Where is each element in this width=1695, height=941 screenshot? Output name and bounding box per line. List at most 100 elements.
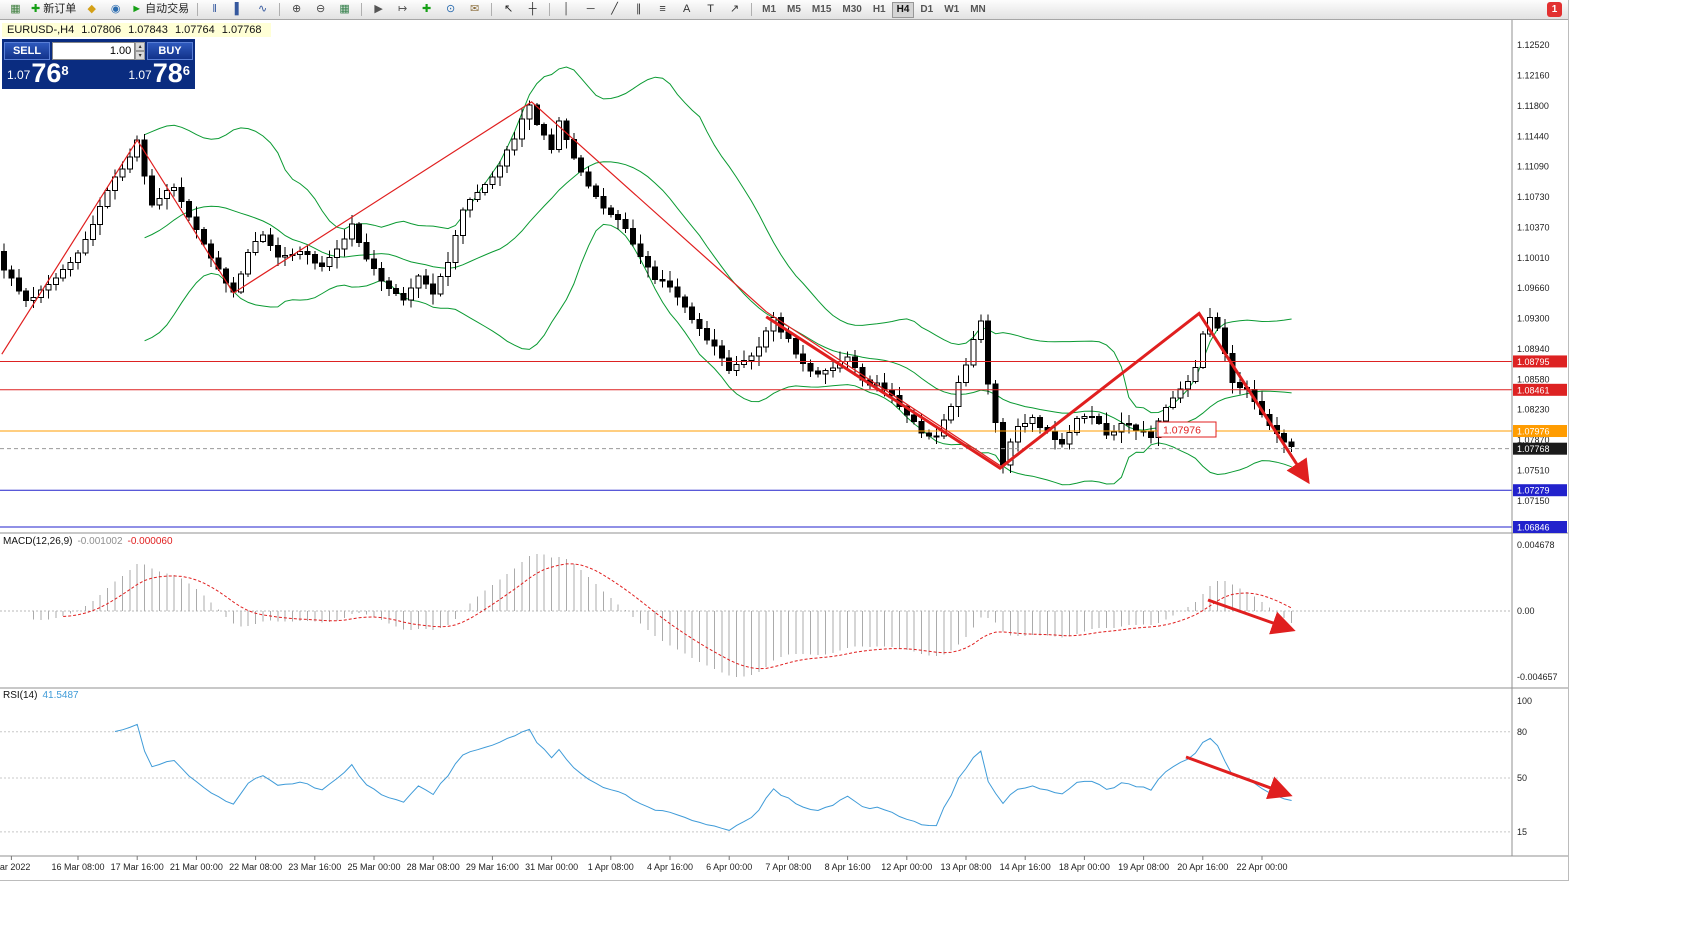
svg-text:4 Apr 16:00: 4 Apr 16:00 <box>647 862 693 872</box>
macd-signal-line <box>63 563 1292 670</box>
horizontal-line-icon[interactable]: ─ <box>586 3 595 15</box>
svg-text:15: 15 <box>1517 827 1527 837</box>
new-order-button[interactable]: ✚ 新订单 <box>31 3 77 15</box>
candles-layer <box>1 100 1295 474</box>
volume-down-button[interactable]: ▾ <box>135 51 145 60</box>
svg-text:1.07279: 1.07279 <box>1517 486 1550 496</box>
panel-borders <box>0 20 1568 857</box>
arrows-icon[interactable]: ↗ <box>730 3 740 15</box>
toolbar-separator <box>549 3 551 16</box>
svg-text:19 Apr 08:00: 19 Apr 08:00 <box>1118 862 1169 872</box>
auto-scroll-icon[interactable]: ▶ <box>374 3 383 15</box>
svg-text:31 Mar 00:00: 31 Mar 00:00 <box>525 862 578 872</box>
autotrading-button[interactable]: ► 自动交易 <box>131 3 190 15</box>
svg-text:22 Apr 00:00: 22 Apr 00:00 <box>1236 862 1287 872</box>
svg-text:1.10730: 1.10730 <box>1517 192 1550 202</box>
svg-text:18 Apr 00:00: 18 Apr 00:00 <box>1059 862 1110 872</box>
macd-histogram <box>33 554 1293 677</box>
svg-text:1 Apr 08:00: 1 Apr 08:00 <box>588 862 634 872</box>
timeframe-h4[interactable]: H4 <box>891 1 915 18</box>
chart-shift-icon[interactable]: ↦ <box>398 3 408 15</box>
svg-text:16 Mar 08:00: 16 Mar 08:00 <box>51 862 104 872</box>
svg-text:8 Apr 16:00: 8 Apr 16:00 <box>825 862 871 872</box>
svg-text:50: 50 <box>1517 773 1527 783</box>
text-icon[interactable]: A <box>682 3 691 15</box>
svg-text:1.07510: 1.07510 <box>1517 466 1550 476</box>
periods-icon[interactable]: ⊙ <box>446 3 456 15</box>
notification-badge[interactable]: 1 <box>1547 2 1562 17</box>
macd-indicator-label: MACD(12,26,9) -0.001002 -0.000060 <box>3 536 173 547</box>
svg-text:13 Apr 08:00: 13 Apr 08:00 <box>940 862 991 872</box>
toolbar: ▦ ✚ 新订单 ◆ ◉ ► 自动交易 ‖ ▌ ∿ ⊕ ⊖ ▦ ▶ ↦ ✚ ⊙ ✉ ↖ ┼ │ ─ ╱ ∥ ≡ A T ↗ M1 M5 M15… <box>0 0 1568 20</box>
line-chart-icon[interactable]: ∿ <box>258 3 268 15</box>
price-callout: 1.07976 <box>1157 421 1217 438</box>
svg-text:7 Apr 08:00: 7 Apr 08:00 <box>765 862 811 872</box>
chart-canvas[interactable]: 1.07976 1.12520 1.12160 1.11800 1.11440 1.110… <box>0 20 1568 878</box>
bar-chart-icon[interactable]: ‖ <box>212 3 217 15</box>
svg-text:1.12160: 1.12160 <box>1517 71 1550 81</box>
open-value: 1.07806 <box>81 24 122 36</box>
volume-input[interactable] <box>52 42 136 60</box>
volume-up-button[interactable]: ▴ <box>135 42 145 51</box>
volume-spinner: ▴ ▾ <box>135 42 145 60</box>
svg-text:0.00: 0.00 <box>1517 606 1535 616</box>
volume-input-wrap: ▴ ▾ <box>52 42 145 60</box>
svg-text:1.12520: 1.12520 <box>1517 40 1550 50</box>
templates-icon[interactable]: ✉ <box>470 3 480 15</box>
svg-text:1.09660: 1.09660 <box>1517 283 1550 293</box>
symbol-period-label: EURUSD-,H4 <box>7 24 75 36</box>
equidistant-channel-icon[interactable]: ∥ <box>635 3 642 15</box>
svg-text:21 Mar 00:00: 21 Mar 00:00 <box>170 862 223 872</box>
rsi-indicator-label: RSI(14) 41.5487 <box>3 690 79 701</box>
svg-text:1.06846: 1.06846 <box>1517 523 1550 533</box>
toolbar-items: ▦ ✚ 新订单 ◆ ◉ ► 自动交易 ‖ ▌ ∿ ⊕ ⊖ ▦ ▶ ↦ ✚ ⊙ ✉ ↖ ┼ │ ─ ╱ ∥ ≡ A T ↗ M1 M5 M15… <box>4 1 991 19</box>
new-chart-icon[interactable]: ▦ <box>10 3 21 15</box>
vertical-line-icon[interactable]: │ <box>563 3 571 15</box>
svg-text:25 Mar 00:00: 25 Mar 00:00 <box>347 862 400 872</box>
timeframe-m15[interactable]: M15 <box>811 3 832 15</box>
metaeditor-icon[interactable]: ◆ <box>87 3 96 15</box>
svg-text:6 Apr 00:00: 6 Apr 00:00 <box>706 862 752 872</box>
buy-price: 1.07 78 6 <box>128 58 190 88</box>
high-value: 1.07843 <box>128 24 168 36</box>
svg-text:1.11090: 1.11090 <box>1517 161 1549 171</box>
svg-text:28 Mar 08:00: 28 Mar 08:00 <box>407 862 460 872</box>
timeframe-mn[interactable]: MN <box>970 3 986 15</box>
fibonacci-retracement-icon[interactable]: ≡ <box>659 3 666 15</box>
svg-text:Mar 2022: Mar 2022 <box>0 862 30 872</box>
indicators-icon[interactable]: ✚ <box>422 3 432 15</box>
svg-text:0.004678: 0.004678 <box>1517 540 1555 550</box>
timeframe-m1[interactable]: M1 <box>762 3 777 15</box>
candlestick-chart-icon[interactable]: ▌ <box>234 3 243 15</box>
text-label-icon[interactable]: T <box>707 3 714 15</box>
buy-button[interactable]: BUY <box>147 42 193 60</box>
bollinger-bands <box>144 66 1292 486</box>
zoom-out-icon[interactable]: ⊖ <box>316 3 326 15</box>
timeframe-h1[interactable]: H1 <box>872 3 886 15</box>
svg-text:1.07768: 1.07768 <box>1517 444 1550 454</box>
cursor-icon[interactable]: ↖ <box>504 3 514 15</box>
svg-text:14 Apr 16:00: 14 Apr 16:00 <box>1000 862 1051 872</box>
tile-windows-icon[interactable]: ▦ <box>339 3 350 15</box>
timeframe-m5[interactable]: M5 <box>787 3 801 15</box>
rsi-line <box>114 723 1292 831</box>
svg-text:23 Mar 16:00: 23 Mar 16:00 <box>288 862 341 872</box>
timeframe-m30[interactable]: M30 <box>842 3 862 15</box>
main-chart-panel: 1.07976 <box>0 66 1512 528</box>
zoom-in-icon[interactable]: ⊕ <box>292 3 302 15</box>
crosshair-icon[interactable]: ┼ <box>528 3 537 15</box>
time-axis[interactable]: Mar 2022 16 Mar 08:00 17 Mar 16:00 21 Mar 0… <box>0 856 1288 872</box>
svg-text:1.09300: 1.09300 <box>1517 314 1550 324</box>
trendline-icon[interactable]: ╱ <box>611 3 618 15</box>
toolbar-separator <box>751 3 753 16</box>
sell-button[interactable]: SELL <box>4 42 50 60</box>
timeframe-d1[interactable]: D1 <box>920 3 934 15</box>
price-scale[interactable]: 1.12520 1.12160 1.11800 1.11440 1.11090 1.107… <box>1513 40 1567 534</box>
toolbar-separator <box>197 3 199 16</box>
market-watch-icon[interactable]: ◉ <box>110 3 121 15</box>
timeframe-w1[interactable]: W1 <box>944 3 960 15</box>
horizontal-levels <box>0 360 1512 528</box>
svg-text:1.08580: 1.08580 <box>1517 375 1550 385</box>
svg-text:1.11800: 1.11800 <box>1517 101 1549 111</box>
svg-text:1.08940: 1.08940 <box>1517 344 1550 354</box>
